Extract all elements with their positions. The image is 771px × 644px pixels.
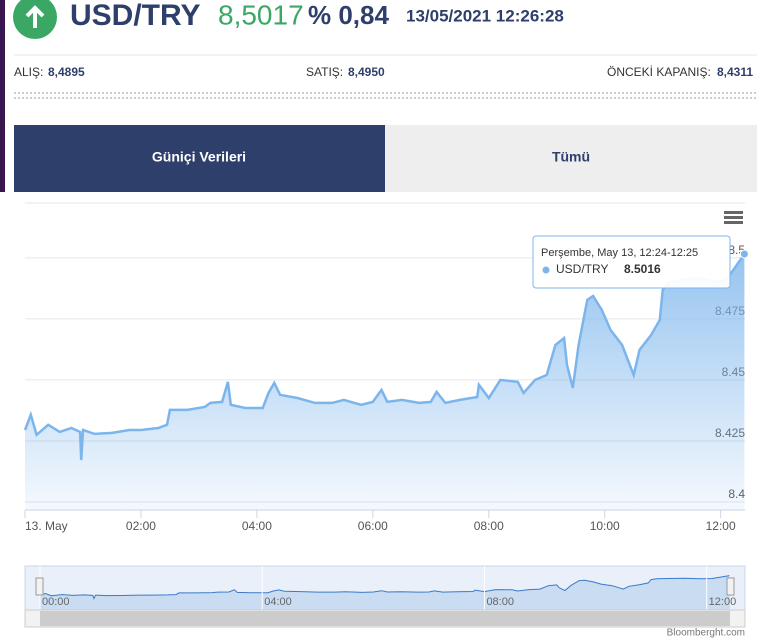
tab[interactable] (385, 125, 757, 192)
x-tick-label: 06:00 (358, 519, 388, 533)
x-tick-label: 04:00 (242, 519, 272, 533)
area-fill (25, 254, 745, 510)
tab-label: Güniçi Verileri (152, 149, 246, 165)
navigator-handle (35, 577, 44, 596)
tooltip-value: 8.5016 (624, 262, 661, 276)
x-tick-label: 10:00 (590, 519, 620, 533)
x-tick-label: 08:00 (474, 519, 504, 533)
menu-bar (724, 221, 743, 224)
quote-label: ÖNCEKİ KAPANIŞ: (607, 65, 711, 79)
quote-value: 8,4895 (48, 65, 85, 79)
tab-active[interactable] (14, 125, 385, 192)
x-tick-label: 13. May (25, 519, 68, 533)
tooltip-marker (542, 266, 550, 274)
menu-bar (724, 216, 743, 219)
navigator-label: 00:00 (42, 596, 70, 608)
quote-value: 8,4311 (717, 65, 753, 79)
navigator-label: 12:00 (709, 596, 737, 608)
navigator-line (39, 575, 730, 600)
up-arrow (25, 5, 45, 28)
x-tick-label: 02:00 (126, 519, 156, 533)
navigator-handle (726, 577, 735, 596)
tooltip-box (532, 235, 731, 289)
price: 8,5017 (218, 0, 304, 30)
change: % 0,84 (308, 0, 389, 30)
symbol: USD/TRY (70, 0, 201, 32)
datetime: 13/05/2021 12:26:28 (406, 6, 564, 25)
credits: Bloomberght.com (667, 628, 745, 639)
line (23, 253, 746, 461)
tooltip-title: Perşembe, May 13, 12:24-12:25 (541, 247, 698, 259)
tooltip-series: USD/TRY (556, 262, 608, 276)
quote-label: ALIŞ: (14, 65, 43, 79)
x-tick-label: 12:00 (706, 519, 736, 533)
hover-point (739, 249, 749, 259)
navigator-label: 04:00 (264, 596, 292, 608)
quote-label: SATIŞ: (306, 65, 343, 79)
menu-bar (724, 211, 743, 214)
quote-value: 8,4950 (348, 65, 385, 79)
navigator-area (40, 575, 730, 610)
navigator-label: 08:00 (486, 596, 514, 608)
menu-icon[interactable] (724, 211, 743, 224)
tab-label: Tümü (552, 149, 590, 165)
scrollbar-thumb (40, 611, 730, 626)
side-bar (0, 0, 5, 192)
